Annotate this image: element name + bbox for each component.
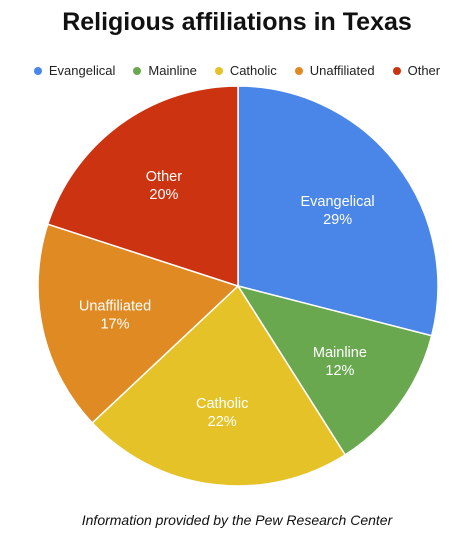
slice-label-other: Other [146, 169, 182, 185]
legend-item-evangelical: Evangelical [33, 63, 116, 78]
pie-slice-mainline [236, 284, 433, 456]
slice-label-catholic: Catholic [196, 396, 248, 412]
legend-label-catholic: Catholic [229, 63, 277, 78]
slice-value-evangelical: 29% [323, 212, 352, 228]
slice-value-other: 20% [149, 187, 178, 203]
legend-label-unaffiliated: Unaffiliated [309, 63, 375, 78]
legend-swatch-unaffiliated [294, 66, 303, 75]
legend-swatch-other [392, 66, 401, 75]
legend-item-catholic: Catholic [214, 63, 277, 78]
legend-label-evangelical: Evangelical [48, 63, 116, 78]
slice-value-catholic: 22% [208, 414, 237, 430]
pie-slice-other [46, 85, 239, 288]
slice-value-mainline: 12% [325, 363, 354, 379]
legend-item-mainline: Mainline [133, 63, 197, 78]
chart-title: Religious affiliations in Texas [62, 8, 412, 36]
slice-label-unaffiliated: Unaffiliated [79, 299, 151, 315]
pie-slice-unaffiliated [37, 223, 240, 424]
legend-item-other: Other [392, 63, 441, 78]
legend-swatch-catholic [214, 66, 223, 75]
slice-label-evangelical: Evangelical [301, 194, 375, 210]
pie-slice-evangelical [237, 85, 439, 337]
slice-value-unaffiliated: 17% [100, 317, 129, 333]
legend: Evangelical Mainline Catholic Unaffiliat… [0, 63, 474, 78]
slice-label-mainline: Mainline [313, 345, 367, 361]
pie-slice-catholic [91, 284, 347, 487]
legend-label-other: Other [407, 63, 441, 78]
legend-item-unaffiliated: Unaffiliated [294, 63, 375, 78]
source-note: Information provided by the Pew Research… [81, 512, 393, 528]
legend-label-mainline: Mainline [148, 63, 197, 78]
legend-swatch-evangelical [33, 66, 42, 75]
legend-swatch-mainline [133, 66, 142, 75]
